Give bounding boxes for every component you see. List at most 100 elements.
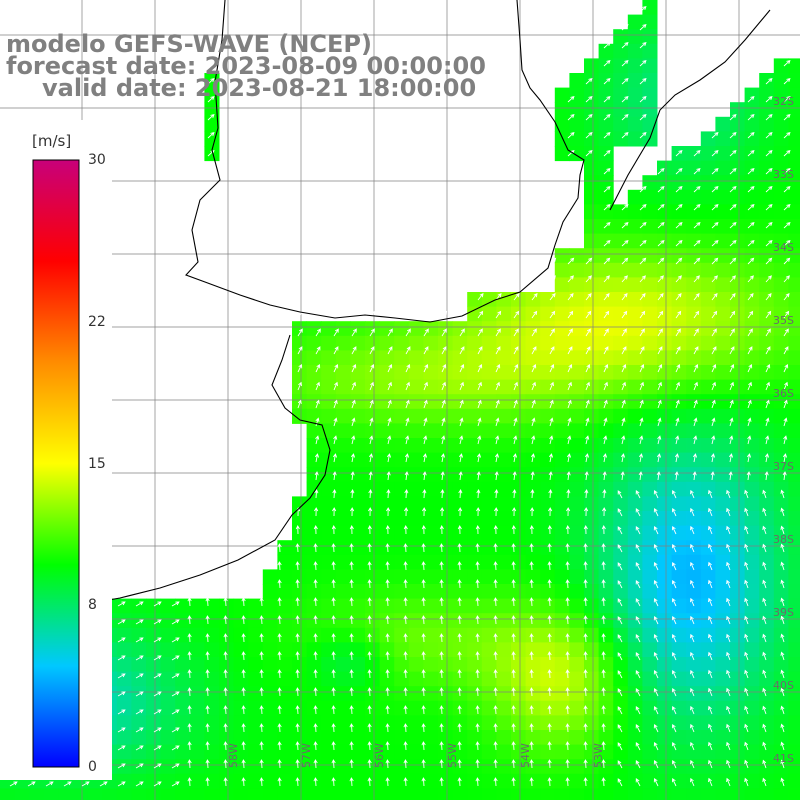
wind-speed-cell xyxy=(335,438,351,454)
wind-arrow xyxy=(513,399,518,409)
wind-speed-cell xyxy=(671,584,687,600)
wind-speed-cell xyxy=(540,540,556,556)
wind-speed-cell xyxy=(467,306,483,322)
wind-speed-cell xyxy=(554,481,570,497)
wind-arrow xyxy=(349,687,354,697)
wind-speed-cell xyxy=(321,481,337,497)
wind-speed-cell xyxy=(408,350,424,366)
wind-speed-cell xyxy=(233,788,249,800)
wind-speed-cell xyxy=(584,525,600,541)
wind-arrow xyxy=(617,652,623,661)
wind-speed-cell xyxy=(657,584,673,600)
wind-speed-cell xyxy=(408,423,424,439)
wind-speed-cell xyxy=(788,452,800,468)
wind-arrow xyxy=(205,777,210,787)
wind-speed-cell xyxy=(686,189,702,205)
wind-speed-cell xyxy=(598,160,614,176)
wind-speed-cell xyxy=(584,379,600,395)
wind-speed-cell xyxy=(481,379,497,395)
wind-arrow xyxy=(617,778,623,787)
wind-speed-cell xyxy=(715,730,731,746)
wind-speed-cell xyxy=(350,467,366,483)
wind-arrow xyxy=(153,691,162,697)
wind-speed-cell xyxy=(642,262,658,278)
wind-arrow xyxy=(331,579,336,589)
wind-arrow xyxy=(385,723,390,733)
wind-arrow xyxy=(565,669,570,679)
wind-speed-cell xyxy=(511,365,527,381)
wind-speed-cell xyxy=(438,730,454,746)
wind-speed-cell xyxy=(657,277,673,293)
wind-speed-cell xyxy=(525,730,541,746)
wind-speed-cell xyxy=(350,598,366,614)
wind-speed-cell xyxy=(131,788,147,800)
wind-arrow xyxy=(657,292,664,301)
wind-arrow xyxy=(333,399,338,409)
wind-arrow xyxy=(635,724,641,733)
wind-speed-cell xyxy=(788,730,800,746)
wind-arrow xyxy=(351,399,356,409)
wind-speed-cell xyxy=(715,452,731,468)
wind-speed-cell xyxy=(584,365,600,381)
wind-speed-cell xyxy=(277,657,293,673)
wind-speed-cell xyxy=(335,730,351,746)
wind-arrow xyxy=(241,669,246,679)
wind-arrow xyxy=(530,453,536,463)
wind-arrow xyxy=(762,723,767,733)
wind-speed-cell xyxy=(540,292,556,308)
wind-arrow xyxy=(494,471,499,481)
wind-speed-cell xyxy=(569,116,585,132)
wind-arrow xyxy=(385,525,390,535)
wind-speed-cell xyxy=(627,788,643,800)
wind-arrow xyxy=(639,77,647,85)
wind-arrow xyxy=(385,741,390,751)
wind-speed-cell xyxy=(759,219,775,235)
wind-arrow xyxy=(223,777,228,787)
wind-speed-cell xyxy=(700,219,716,235)
wind-arrow xyxy=(493,615,498,625)
wind-speed-cell xyxy=(306,423,322,439)
wind-speed-cell xyxy=(569,642,585,658)
wind-speed-cell xyxy=(116,759,132,775)
wind-arrow xyxy=(729,131,737,139)
wind-speed-cell xyxy=(554,744,570,760)
wind-speed-cell xyxy=(715,146,731,162)
wind-arrow xyxy=(135,691,144,697)
wind-arrow xyxy=(297,399,302,409)
wind-speed-cell xyxy=(467,365,483,381)
wind-speed-cell xyxy=(613,613,629,629)
wind-arrow xyxy=(675,346,681,355)
wind-arrow xyxy=(780,507,785,517)
wind-speed-cell xyxy=(730,627,746,643)
wind-speed-cell xyxy=(686,438,702,454)
wind-speed-cell xyxy=(292,700,308,716)
wind-arrow xyxy=(223,651,228,661)
wind-speed-cell xyxy=(744,788,760,800)
wind-arrow xyxy=(423,399,428,409)
wind-speed-cell xyxy=(379,496,395,512)
wind-arrow xyxy=(295,723,300,733)
wind-speed-cell xyxy=(408,730,424,746)
wind-speed-cell xyxy=(584,467,600,483)
wind-arrow xyxy=(726,561,731,571)
wind-arrow xyxy=(295,651,300,661)
wind-arrow xyxy=(549,363,555,373)
wind-speed-cell xyxy=(584,598,600,614)
wind-arrow xyxy=(313,741,318,751)
wind-speed-cell xyxy=(730,350,746,366)
wind-arrow xyxy=(567,363,573,373)
wind-speed-cell xyxy=(627,438,643,454)
wind-arrow xyxy=(187,741,192,751)
wind-speed-cell xyxy=(730,759,746,775)
wind-speed-cell xyxy=(598,335,614,351)
wind-arrow xyxy=(367,741,372,751)
wind-speed-cell xyxy=(379,715,395,731)
wind-speed-cell xyxy=(481,613,497,629)
wind-speed-cell xyxy=(584,759,600,775)
wind-arrow xyxy=(567,95,575,103)
wind-speed-cell xyxy=(408,627,424,643)
wind-arrow xyxy=(726,597,731,607)
wind-speed-cell xyxy=(642,788,658,800)
wind-speed-cell xyxy=(744,146,760,162)
wind-speed-cell xyxy=(627,262,643,278)
